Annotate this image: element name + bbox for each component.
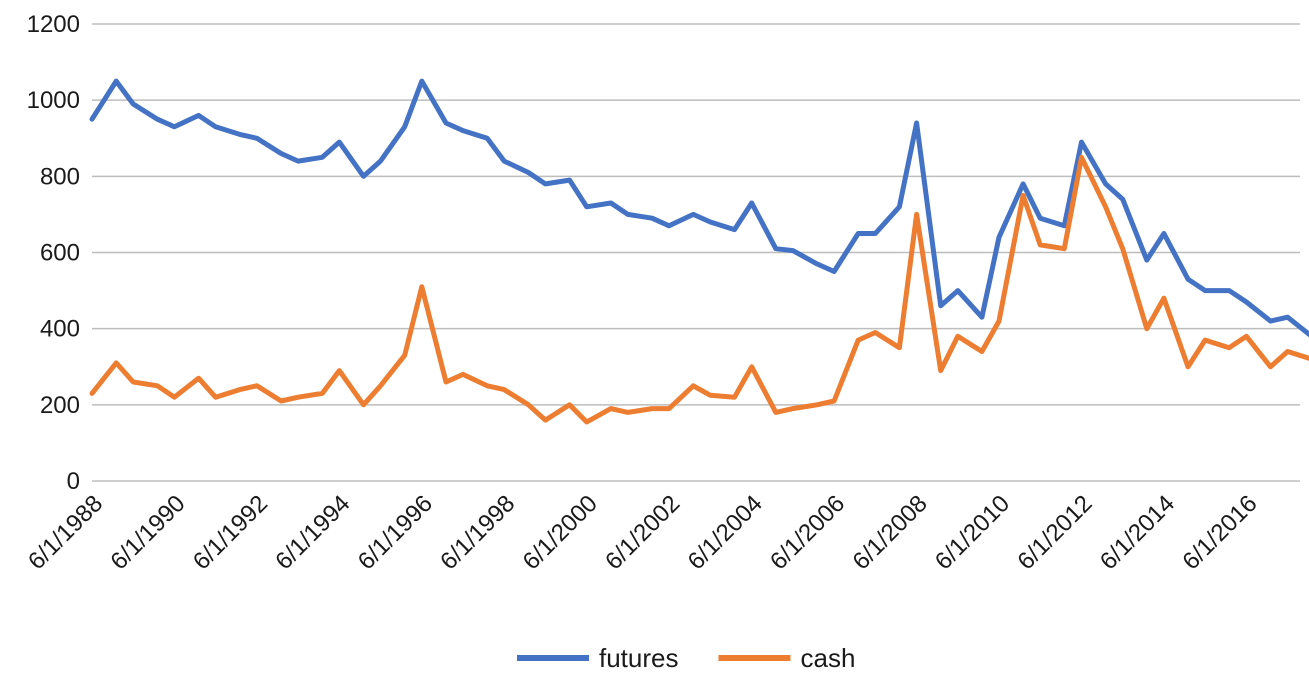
x-tick-label: 6/1/1994 [270,490,355,575]
x-tick-label: 6/1/2008 [848,490,933,575]
y-tick-label: 1200 [27,11,80,38]
y-tick-label: 200 [40,392,80,419]
y-tick-label: 400 [40,316,80,343]
y-axis-ticks: 0 200 400 600 800 1000 1200 [27,11,80,495]
x-tick-label: 6/1/2002 [600,490,685,575]
y-tick-label: 0 [67,468,80,495]
x-tick-label: 6/1/2014 [1095,490,1180,575]
x-tick-label: 6/1/1992 [188,490,273,575]
x-tick-label: 6/1/2016 [1177,490,1262,575]
x-tick-label: 6/1/1988 [23,490,108,575]
y-tick-label: 600 [40,240,80,267]
x-tick-label: 6/1/1998 [435,490,520,575]
x-tick-label: 6/1/1990 [105,490,190,575]
series-line-futures [89,78,1309,338]
x-tick-label: 6/1/2000 [518,490,603,575]
y-tick-label: 800 [40,163,80,190]
x-tick-label: 6/1/2006 [765,490,850,575]
legend-label-futures: futures [599,643,679,673]
x-tick-label: 6/1/2012 [1012,490,1097,575]
legend-label-cash: cash [801,643,856,673]
x-tick-label: 6/1/1996 [353,490,438,575]
x-tick-label: 6/1/2004 [683,490,768,575]
y-tick-label: 1000 [27,87,80,114]
x-tick-label: 6/1/2010 [930,490,1015,575]
series-line-cash [89,154,1309,425]
x-axis-ticks: 6/1/19886/1/19906/1/19926/1/19946/1/1996… [23,490,1263,575]
legend: futures cash [517,643,855,673]
gridlines [92,23,1300,482]
series-lines [89,78,1309,425]
